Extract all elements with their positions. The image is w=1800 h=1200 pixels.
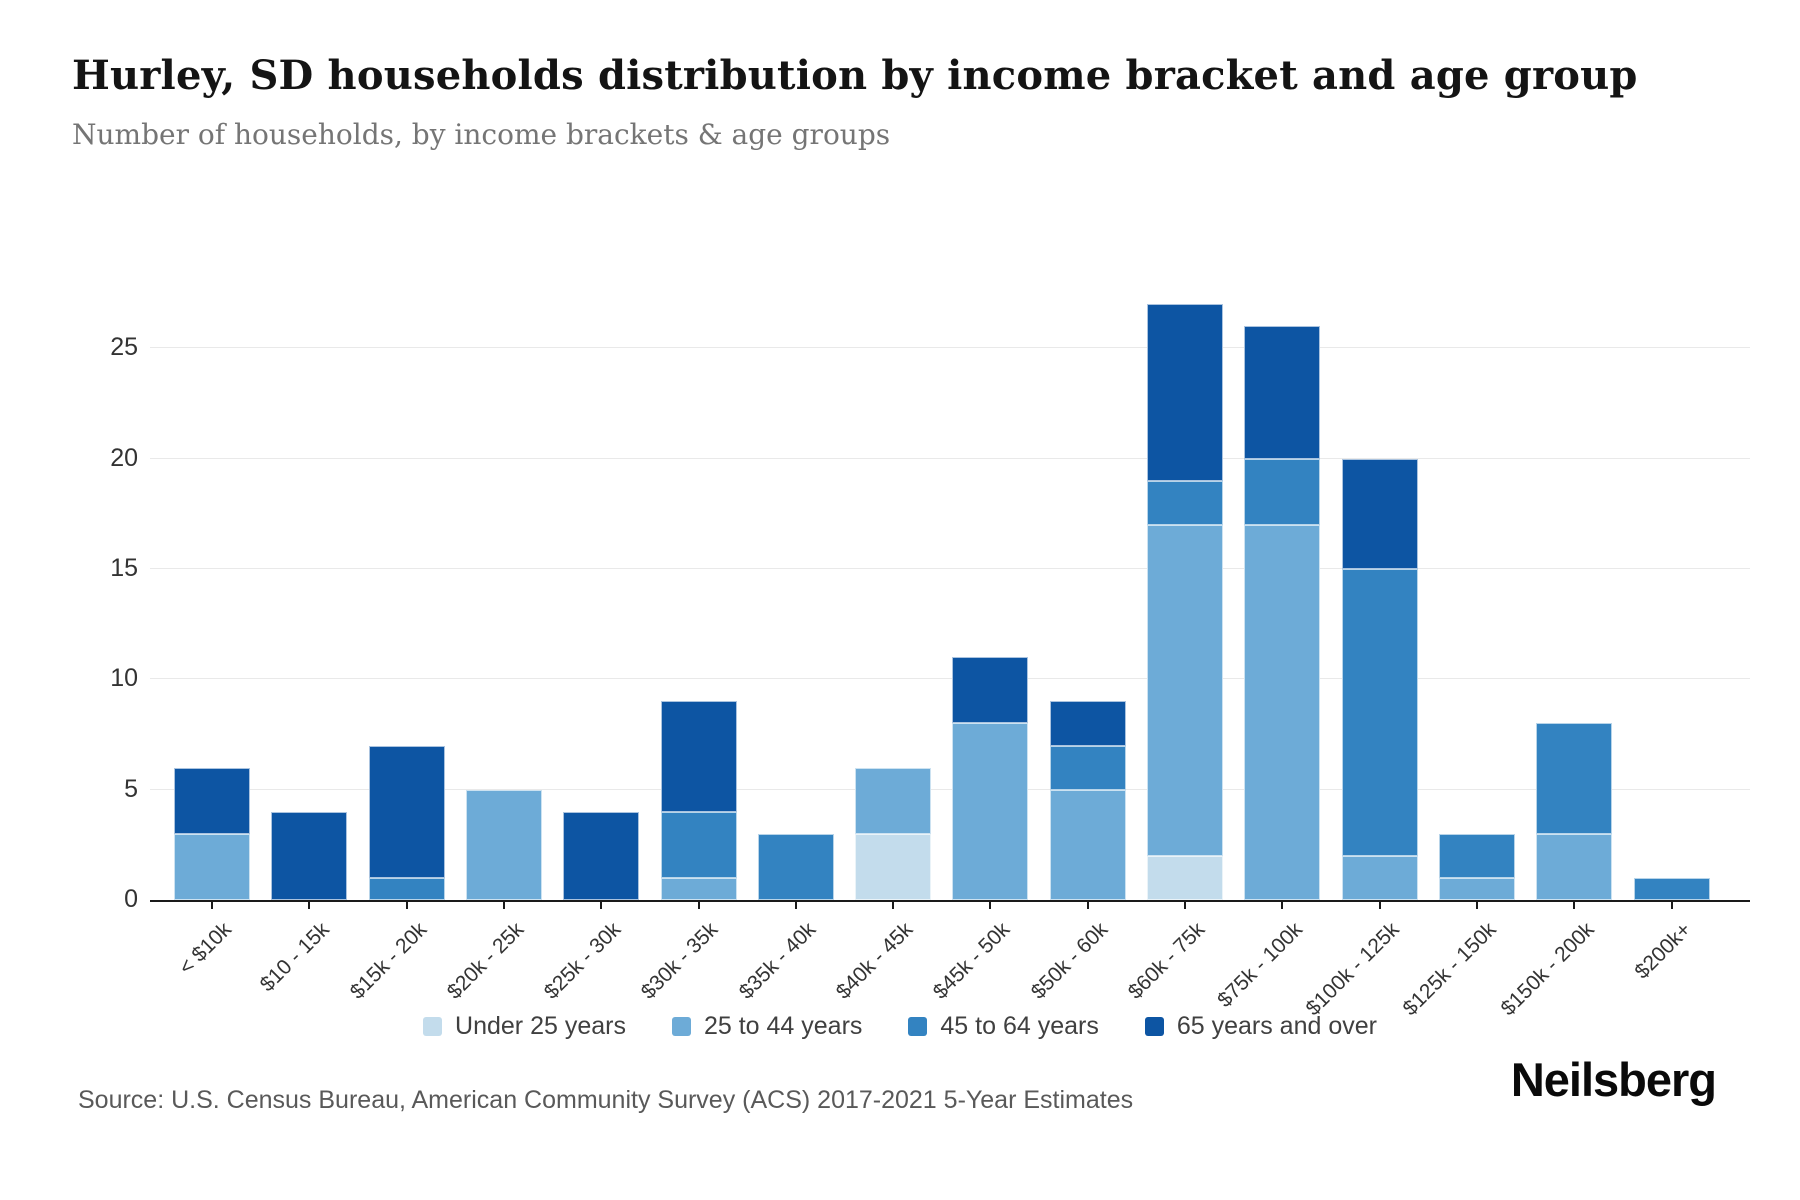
bar-segment[interactable] <box>1049 745 1126 790</box>
bar-segment[interactable] <box>1536 723 1613 834</box>
x-axis-tick <box>1670 902 1673 909</box>
x-axis-label: $200k+ <box>1630 918 1696 984</box>
y-axis-label: 25 <box>110 333 138 362</box>
bar-segment[interactable] <box>1147 304 1223 481</box>
gridline <box>150 678 1750 680</box>
bar-segment[interactable] <box>174 833 250 900</box>
x-axis-tick <box>308 902 311 909</box>
y-axis-label: 15 <box>110 553 138 582</box>
x-axis-tick <box>1281 902 1284 909</box>
legend-swatch-icon <box>908 1017 928 1036</box>
bar-segment[interactable] <box>1244 458 1321 525</box>
bar-segment[interactable] <box>952 657 1029 724</box>
legend-label: 65 years and over <box>1176 1012 1377 1040</box>
bar-segment[interactable] <box>855 767 932 834</box>
bar-segment[interactable] <box>465 789 542 900</box>
x-axis-label: $30k - 35k <box>637 918 723 1004</box>
x-axis-tick <box>989 902 992 909</box>
bar-segment[interactable] <box>1147 855 1223 900</box>
legend-label: 45 to 64 years <box>940 1012 1099 1040</box>
bar-segment[interactable] <box>660 877 737 900</box>
legend-swatch-icon <box>671 1017 691 1036</box>
legend-item[interactable]: 65 years and over <box>1144 1012 1377 1041</box>
legend-label: 25 to 44 years <box>703 1012 863 1040</box>
x-axis-label: $75k - 100k <box>1212 918 1307 1012</box>
x-axis-tick <box>405 902 408 909</box>
legend-label: Under 25 years <box>455 1012 626 1040</box>
gridline <box>150 567 1750 569</box>
y-axis-label: 5 <box>124 774 138 803</box>
bar-segment[interactable] <box>1244 326 1321 459</box>
x-axis-label: $40k - 45k <box>831 918 918 1004</box>
y-axis-label: 10 <box>110 664 138 693</box>
y-axis-label: 0 <box>124 885 138 913</box>
legend-swatch-icon <box>1144 1017 1164 1036</box>
x-axis-tick <box>892 902 895 909</box>
legend: Under 25 years 25 to 44 years 45 to 64 yea… <box>0 1012 1800 1041</box>
bar-segment[interactable] <box>368 877 445 900</box>
x-axis-tick <box>1184 902 1186 909</box>
gridline <box>150 347 1750 349</box>
x-axis-label: $15k - 20k <box>345 918 431 1004</box>
brand-logo[interactable]: Neilsberg <box>1510 1053 1717 1106</box>
legend-item[interactable]: 25 to 44 years <box>671 1012 863 1041</box>
x-axis-label: $150k - 200k <box>1496 918 1599 1021</box>
x-axis-label: $10 - 15k <box>255 918 334 997</box>
x-axis-label: $50k - 60k <box>1026 918 1112 1004</box>
gridline <box>150 788 1750 790</box>
bar-segment[interactable] <box>1147 524 1223 856</box>
x-axis-tick <box>502 902 505 909</box>
x-axis-tick <box>211 902 213 909</box>
bar-segment[interactable] <box>952 723 1029 900</box>
x-axis-label: $45k - 50k <box>929 918 1015 1004</box>
bar-segment[interactable] <box>1049 789 1126 900</box>
bar-segment[interactable] <box>660 701 737 812</box>
x-axis-label: $25k - 30k <box>539 918 626 1004</box>
chart-title: Hurley, SD households distribution by in… <box>72 52 1638 99</box>
bar-segment[interactable] <box>1147 480 1223 525</box>
x-axis-tick <box>1086 902 1089 909</box>
x-axis-tick <box>1475 902 1478 909</box>
bar-segment[interactable] <box>1341 458 1418 569</box>
x-axis-label: $60k - 75k <box>1123 918 1210 1004</box>
legend-swatch-icon <box>423 1017 443 1036</box>
x-axis-label: $125k - 150k <box>1399 918 1502 1021</box>
bar-segment[interactable] <box>1244 524 1321 900</box>
bar-segment[interactable] <box>1341 855 1418 900</box>
bar-segment[interactable] <box>1438 877 1515 900</box>
bar-segment[interactable] <box>1536 833 1613 900</box>
chart-subtitle: Number of households, by income brackets… <box>72 118 891 151</box>
bar-segment[interactable] <box>563 811 640 900</box>
gridline <box>150 457 1750 459</box>
x-axis-label: < $10k <box>174 918 237 980</box>
bar-segment[interactable] <box>271 811 348 900</box>
legend-item[interactable]: 45 to 64 years <box>908 1012 1099 1041</box>
bar-segment[interactable] <box>855 833 932 900</box>
source-note: Source: U.S. Census Bureau, American Com… <box>78 1086 1134 1114</box>
bar-segment[interactable] <box>174 767 250 834</box>
bar-segment[interactable] <box>660 811 737 878</box>
bar-segment[interactable] <box>757 833 834 900</box>
x-axis-tick <box>1378 902 1381 909</box>
x-axis-label: $35k - 40k <box>734 918 821 1004</box>
bar-segment[interactable] <box>1633 877 1710 900</box>
bar-segment[interactable] <box>1438 833 1515 878</box>
x-axis-tick <box>1573 902 1576 909</box>
x-axis-label: $100k - 125k <box>1301 918 1404 1021</box>
x-axis-tick <box>794 902 797 909</box>
bar-segment[interactable] <box>1049 701 1126 746</box>
x-axis-tick <box>600 902 603 909</box>
plot-area: 0 5 10 15 20 25 < $10k $10 - 15k $15k - 20k $20k … <box>110 260 1750 1020</box>
x-axis-label: $20k - 25k <box>442 918 529 1004</box>
bar-segment[interactable] <box>368 745 445 878</box>
y-axis-label: 20 <box>110 443 138 472</box>
bar-segment[interactable] <box>1341 568 1418 856</box>
legend-item[interactable]: Under 25 years <box>423 1012 626 1041</box>
x-axis-tick <box>697 902 700 909</box>
